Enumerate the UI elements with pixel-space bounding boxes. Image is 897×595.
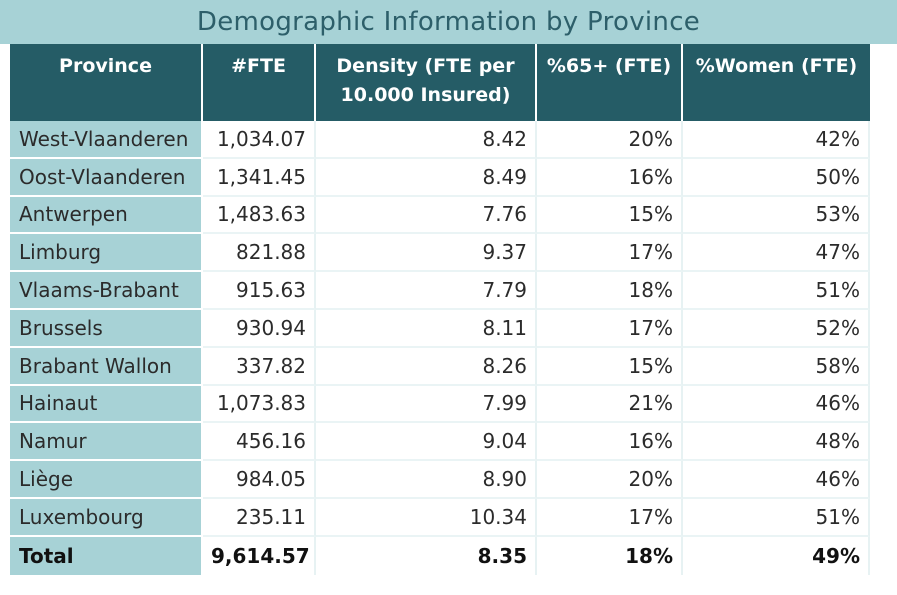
density-cell: 9.37 [316, 234, 537, 273]
pctwomen-cell: 49% [683, 536, 870, 575]
fte-cell: 1,073.83 [203, 385, 316, 424]
pct65-cell: 18% [537, 272, 683, 310]
column-header-fte[interactable]: #FTE [203, 44, 316, 121]
pctwomen-cell: 47% [683, 234, 870, 273]
density-cell: 8.26 [316, 347, 537, 386]
fte-cell: 9,614.57 [203, 536, 316, 575]
table-row[interactable]: Liège 984.05 8.90 20% 46% [10, 461, 870, 499]
province-cell: Total [10, 536, 203, 575]
density-cell: 8.35 [316, 536, 537, 575]
pctwomen-cell: 46% [683, 385, 870, 424]
page-title: Demographic Information by Province [196, 7, 701, 37]
pctwomen-cell: 46% [683, 461, 870, 499]
total-row[interactable]: Total 9,614.57 8.35 18% 49% [10, 536, 870, 575]
pct65-cell: 15% [537, 196, 683, 235]
pct65-cell: 16% [537, 423, 683, 462]
pctwomen-cell: 42% [683, 121, 870, 159]
pctwomen-cell: 51% [683, 272, 870, 310]
pctwomen-cell: 48% [683, 423, 870, 462]
province-cell: Vlaams-Brabant [10, 272, 203, 310]
pct65-cell: 17% [537, 309, 683, 348]
table-header-row: Province #FTE Density (FTE per 10.000 Insu… [10, 44, 870, 121]
province-cell: Limburg [10, 234, 203, 273]
pct65-cell: 18% [537, 536, 683, 575]
fte-cell: 915.63 [203, 272, 316, 310]
province-cell: Brabant Wallon [10, 347, 203, 386]
column-header-province[interactable]: Province [10, 44, 203, 121]
table-row[interactable]: West-Vlaanderen 1,034.07 8.42 20% 42% [10, 121, 870, 159]
pct65-cell: 20% [537, 121, 683, 159]
table-body: West-Vlaanderen 1,034.07 8.42 20% 42% Oost-Vl… [10, 121, 870, 575]
province-cell: Brussels [10, 309, 203, 348]
pct65-cell: 15% [537, 347, 683, 386]
pct65-cell: 16% [537, 158, 683, 197]
density-cell: 8.49 [316, 158, 537, 197]
pctwomen-cell: 50% [683, 158, 870, 197]
province-cell: Oost-Vlaanderen [10, 158, 203, 197]
density-cell: 7.79 [316, 272, 537, 310]
table-row[interactable]: Vlaams-Brabant 915.63 7.79 18% 51% [10, 272, 870, 310]
density-cell: 8.11 [316, 309, 537, 348]
fte-cell: 1,034.07 [203, 121, 316, 159]
pct65-cell: 20% [537, 461, 683, 499]
province-cell: Namur [10, 423, 203, 462]
density-cell: 7.99 [316, 385, 537, 424]
fte-cell: 235.11 [203, 498, 316, 537]
pct65-cell: 21% [537, 385, 683, 424]
density-cell: 10.34 [316, 498, 537, 537]
table-row[interactable]: Oost-Vlaanderen 1,341.45 8.49 16% 50% [10, 158, 870, 197]
fte-cell: 337.82 [203, 347, 316, 386]
table-row[interactable]: Luxembourg 235.11 10.34 17% 51% [10, 498, 870, 537]
table-row[interactable]: Brussels 930.94 8.11 17% 52% [10, 309, 870, 348]
pctwomen-cell: 53% [683, 196, 870, 235]
pctwomen-cell: 58% [683, 347, 870, 386]
province-cell: Luxembourg [10, 498, 203, 537]
column-header-pctwomen[interactable]: %Women (FTE) [683, 44, 870, 121]
fte-cell: 930.94 [203, 309, 316, 348]
column-header-pct65[interactable]: %65+ (FTE) [537, 44, 683, 121]
title-band: Demographic Information by Province [0, 0, 897, 44]
table-row[interactable]: Limburg 821.88 9.37 17% 47% [10, 234, 870, 273]
table-row[interactable]: Antwerpen 1,483.63 7.76 15% 53% [10, 196, 870, 235]
density-cell: 8.42 [316, 121, 537, 159]
fte-cell: 1,483.63 [203, 196, 316, 235]
fte-cell: 456.16 [203, 423, 316, 462]
table-row[interactable]: Hainaut 1,073.83 7.99 21% 46% [10, 385, 870, 424]
fte-cell: 821.88 [203, 234, 316, 273]
province-cell: West-Vlaanderen [10, 121, 203, 159]
density-cell: 9.04 [316, 423, 537, 462]
fte-cell: 984.05 [203, 461, 316, 499]
demographics-table: Province #FTE Density (FTE per 10.000 Insu… [10, 44, 870, 575]
density-cell: 7.76 [316, 196, 537, 235]
table-row[interactable]: Namur 456.16 9.04 16% 48% [10, 423, 870, 462]
column-header-density[interactable]: Density (FTE per 10.000 Insured) [316, 44, 537, 121]
pct65-cell: 17% [537, 498, 683, 537]
pct65-cell: 17% [537, 234, 683, 273]
province-cell: Antwerpen [10, 196, 203, 235]
pctwomen-cell: 51% [683, 498, 870, 537]
density-cell: 8.90 [316, 461, 537, 499]
province-cell: Liège [10, 461, 203, 499]
province-cell: Hainaut [10, 385, 203, 424]
table-row[interactable]: Brabant Wallon 337.82 8.26 15% 58% [10, 347, 870, 386]
fte-cell: 1,341.45 [203, 158, 316, 197]
pctwomen-cell: 52% [683, 309, 870, 348]
